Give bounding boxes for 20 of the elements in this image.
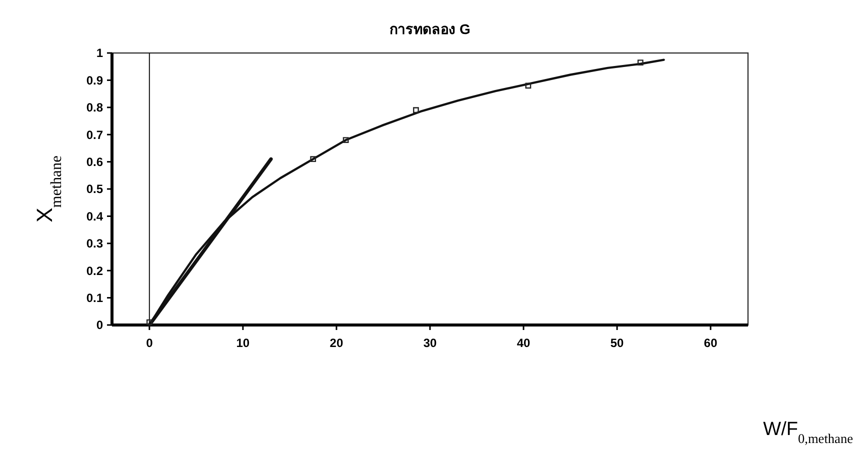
y-tick-label: 0.6 bbox=[86, 155, 104, 169]
y-tick-label: 0.9 bbox=[86, 73, 104, 88]
y-tick-label: 0.7 bbox=[86, 128, 104, 142]
y-tick-label: 0 bbox=[96, 318, 104, 332]
x-tick-label: 10 bbox=[236, 336, 250, 350]
y-tick-label: 0.8 bbox=[86, 100, 104, 115]
y-tick-label: 0.1 bbox=[86, 291, 104, 305]
x-tick-label: 60 bbox=[704, 336, 718, 350]
x-tick-label: 50 bbox=[610, 336, 624, 350]
x-tick-label: 0 bbox=[146, 336, 154, 350]
x-tick-label: 20 bbox=[330, 336, 344, 350]
y-tick-label: 1 bbox=[96, 46, 104, 60]
y-tick-label: 0.2 bbox=[86, 264, 104, 278]
x-axis-title: W/F$_{0,methane}$ bbox=[763, 419, 854, 446]
x-tick-label: 40 bbox=[516, 336, 531, 350]
chart-title: การทดลอง G bbox=[390, 21, 470, 37]
x-tick-label: 30 bbox=[423, 336, 437, 350]
y-tick-label: 0.4 bbox=[86, 209, 104, 224]
y-tick-label: 0.3 bbox=[86, 236, 104, 251]
y-tick-label: 0.5 bbox=[86, 182, 104, 196]
